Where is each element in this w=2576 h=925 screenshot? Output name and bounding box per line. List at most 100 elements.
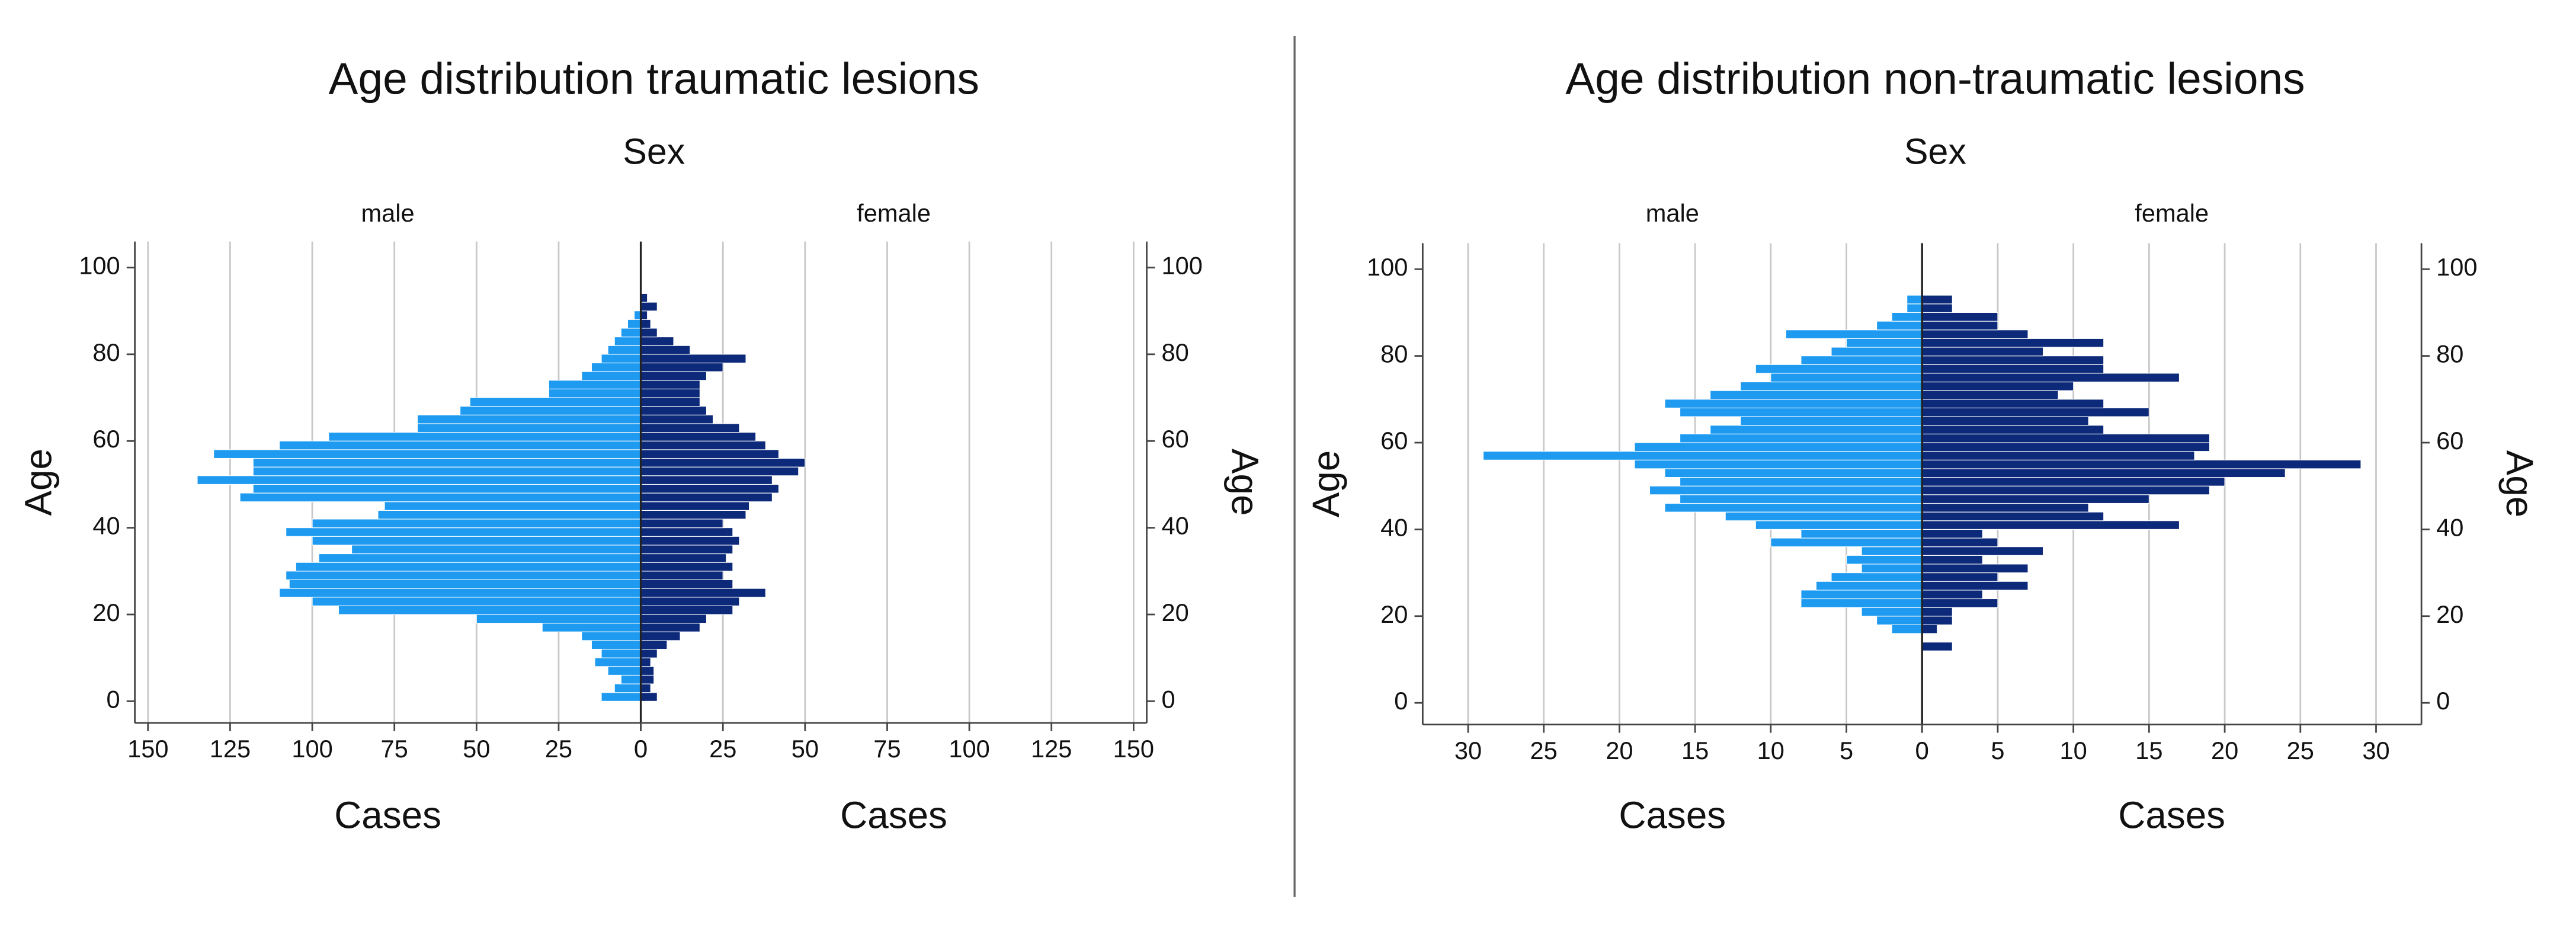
bar — [1921, 433, 2210, 443]
y-tick-label: 80 — [92, 338, 120, 366]
bar — [1921, 295, 1953, 305]
legend-label: male — [361, 199, 415, 227]
bar — [1921, 321, 1998, 331]
bar — [640, 449, 780, 459]
chart-title: Age distribution traumatic lesions — [329, 53, 979, 103]
bar — [1921, 564, 2029, 574]
x-tick-label: 25 — [2287, 737, 2314, 764]
bar — [1800, 529, 1923, 539]
bar — [295, 562, 642, 572]
bar — [252, 466, 642, 476]
x-tick-label: 10 — [1757, 737, 1784, 764]
y-tick-label: 60 — [1162, 425, 1189, 453]
bar — [1710, 390, 1923, 400]
legend-label: male — [1646, 199, 1699, 227]
bar — [640, 423, 740, 433]
bar — [1770, 373, 1923, 383]
bar — [581, 371, 642, 381]
bar — [1921, 442, 2210, 452]
x-axis-label: Cases — [334, 794, 441, 837]
bar — [460, 406, 642, 415]
y-tick-label: 0 — [2436, 687, 2450, 715]
bar — [1921, 373, 2180, 383]
bar — [620, 674, 642, 684]
bar — [620, 328, 642, 338]
y-tick-label: 20 — [1162, 598, 1189, 626]
bar — [1921, 416, 2089, 426]
bar — [1921, 546, 2044, 556]
bar — [1664, 502, 1923, 513]
bar — [640, 457, 806, 468]
bar — [1876, 321, 1923, 331]
bar — [289, 579, 642, 589]
bar — [640, 414, 714, 424]
bar — [1921, 329, 2029, 339]
bar — [1664, 399, 1923, 409]
bar — [1907, 295, 1923, 305]
bar — [377, 510, 642, 520]
bar — [1680, 494, 1923, 504]
bar — [312, 597, 642, 606]
bar — [1921, 616, 1953, 625]
y-tick-label: 80 — [2436, 340, 2463, 368]
bar — [197, 475, 642, 485]
bar — [1710, 425, 1923, 434]
bar — [640, 397, 700, 407]
y-tick-label: 60 — [1380, 427, 1408, 455]
legend-label: female — [2135, 199, 2209, 227]
bar — [1876, 616, 1923, 625]
bar — [286, 527, 642, 537]
bar — [1740, 416, 1923, 426]
bar — [416, 414, 642, 424]
bar — [581, 631, 642, 641]
bar — [640, 553, 727, 563]
bar — [312, 518, 642, 529]
x-tick-label: 5 — [1840, 737, 1853, 764]
y-axis-label: Age — [17, 449, 59, 516]
bar — [542, 623, 642, 632]
bar — [1921, 312, 1998, 322]
x-tick-label: 25 — [709, 735, 736, 763]
x-tick-label: 5 — [1991, 737, 2004, 764]
bar — [640, 674, 655, 684]
x-tick-label: 150 — [1113, 735, 1154, 763]
bar — [1921, 555, 1983, 565]
y-tick-label: 80 — [1380, 340, 1408, 368]
bar — [1831, 347, 1923, 357]
bar — [1634, 442, 1923, 452]
subtitle: Sex — [623, 132, 685, 172]
bar — [469, 397, 642, 407]
x-tick-label: 15 — [1681, 737, 1709, 764]
bar — [1921, 381, 2074, 391]
bar — [640, 371, 707, 381]
bar — [548, 380, 642, 389]
bar — [1800, 590, 1923, 600]
x-tick-label: 150 — [127, 735, 168, 763]
bar — [640, 501, 750, 511]
x-tick-label: 50 — [792, 735, 819, 763]
bar — [591, 640, 642, 650]
bar — [640, 466, 799, 476]
bar — [1770, 537, 1923, 548]
bar — [640, 562, 733, 572]
bar — [1800, 598, 1923, 608]
bar — [640, 510, 746, 520]
x-tick-label: 75 — [873, 735, 901, 763]
chart: Age distribution traumatic lesions Sex 0 0 2… — [17, 53, 1266, 836]
y-tick-label: 100 — [79, 251, 120, 279]
bar — [213, 449, 642, 459]
bar — [1921, 399, 2104, 409]
bar — [1680, 477, 1923, 486]
bar — [640, 588, 766, 598]
y-tick-label: 100 — [1367, 253, 1408, 281]
y-tick-label: 80 — [1162, 338, 1189, 366]
bar — [640, 597, 740, 606]
bar — [1921, 451, 2195, 460]
bar — [1921, 485, 2210, 495]
bar — [1921, 364, 2104, 374]
bar — [607, 345, 642, 355]
bar — [1921, 520, 2180, 530]
bar — [640, 406, 707, 415]
bar — [594, 657, 642, 667]
